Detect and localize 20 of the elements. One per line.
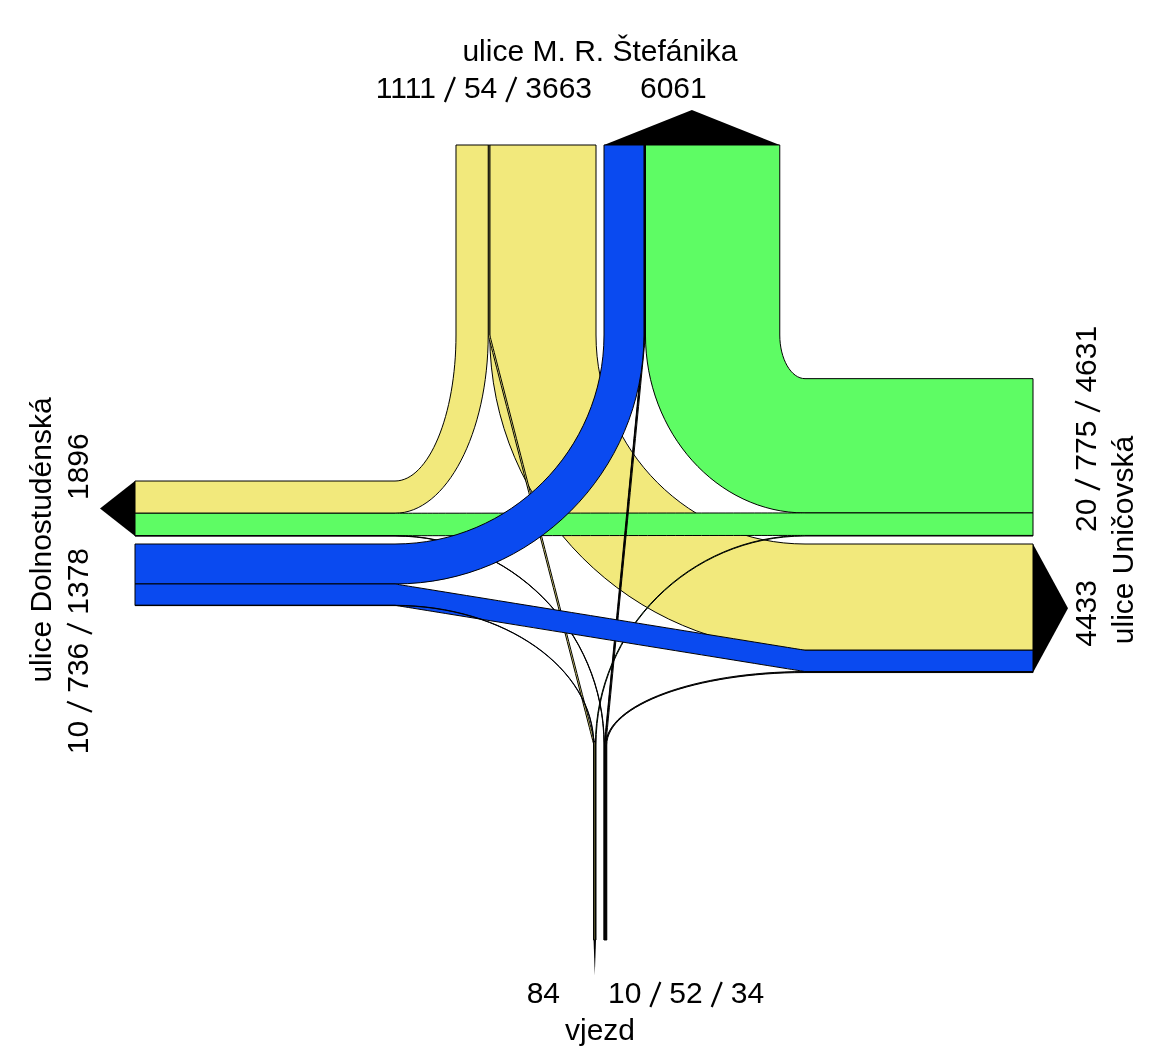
data-label: 736 [61,642,95,693]
data-label: 4631 [1069,325,1103,393]
category-label: ulice M. R. Štefánika [462,34,738,68]
text: 6061 [640,71,707,105]
data-label: 34 [730,976,765,1010]
data-label: 10 [608,976,642,1010]
text: 84 [526,976,560,1010]
data-label: 1378 [61,547,95,615]
text: 4433 [1069,580,1103,647]
data-label: 20 [1069,498,1103,532]
category-label: vjezd [564,1013,636,1047]
data-label: 10 [61,720,95,755]
data-label: 52 [669,976,703,1010]
text: 1896 [61,433,95,500]
category-label: ulice Uničovská [1106,435,1140,645]
data-label: 775 [1069,420,1103,471]
category-label: ulice Dolnostudénská [24,397,58,683]
data-label: 54 [463,71,498,105]
data-label: 1111 [375,71,436,105]
data-label: 3663 [525,71,593,105]
